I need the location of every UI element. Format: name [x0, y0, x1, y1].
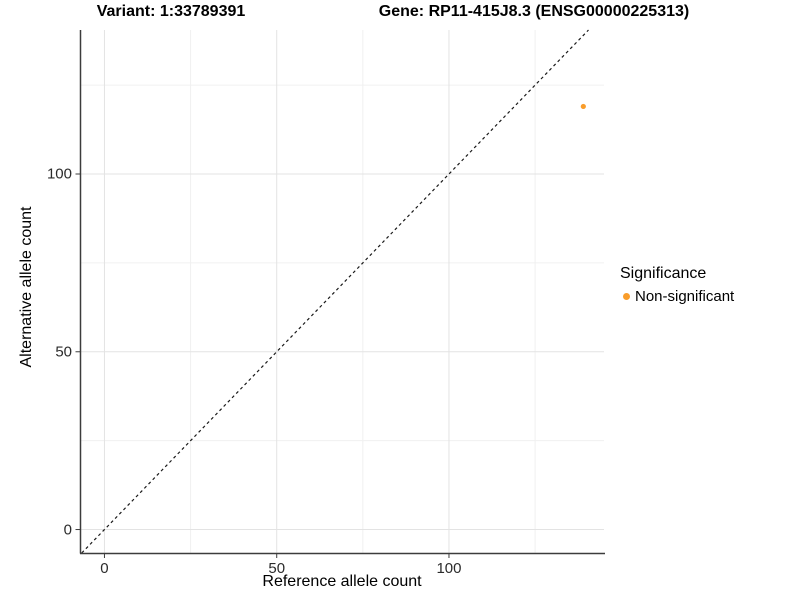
data-point	[580, 103, 586, 110]
x-tick-label: 50	[268, 560, 286, 577]
legend-title: Significance	[620, 265, 707, 282]
x-axis-title: Reference allele count	[262, 573, 422, 590]
plot-panel	[75, 29, 605, 558]
y-tick-label: 0	[63, 521, 72, 539]
x-tick-label: 100	[436, 560, 462, 577]
x-tick-label: 0	[100, 560, 109, 577]
legend-item-non-significant: Non-significant	[620, 288, 734, 305]
identity-line	[81, 29, 589, 554]
variant-title: Variant: 1:33789391	[96, 3, 246, 20]
y-axis-title: Alternative allele count	[18, 206, 35, 368]
gene-title: Gene: RP11-415J8.3 (ENSG00000225313)	[378, 3, 690, 20]
legend-key-dot-icon	[623, 293, 630, 300]
y-tick-label: 100	[46, 165, 72, 183]
y-tick-label: 50	[55, 343, 72, 361]
legend: Significance Non-significant	[620, 265, 734, 305]
legend-item-label: Non-significant	[635, 288, 735, 305]
